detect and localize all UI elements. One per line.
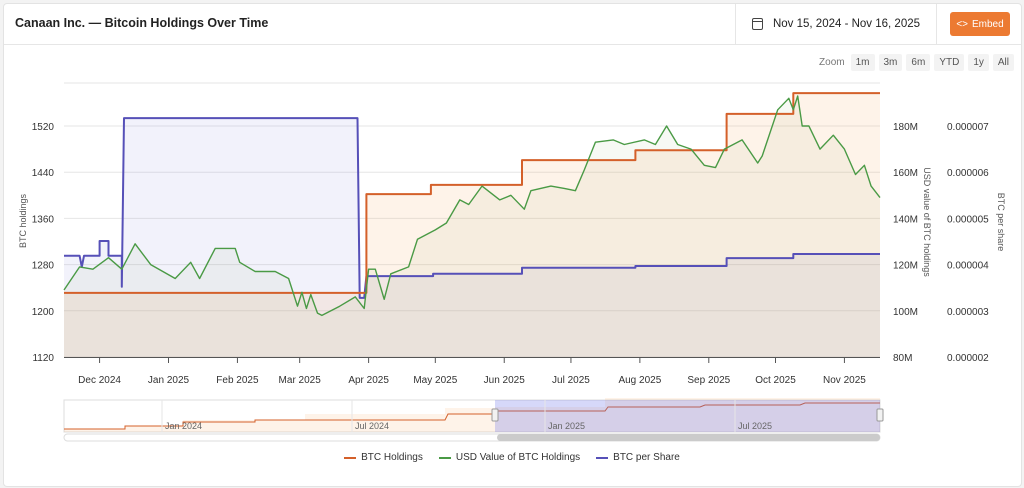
- x-tick-label: Nov 2025: [823, 375, 866, 386]
- right-tick-label: 0.000004: [947, 261, 989, 272]
- right-tick-label: 0.000005: [947, 214, 989, 225]
- series-area-0: [64, 93, 880, 357]
- x-tick-label: Apr 2025: [348, 375, 389, 386]
- date-range-picker[interactable]: Nov 15, 2024 - Nov 16, 2025: [735, 4, 937, 44]
- x-tick-label: May 2025: [413, 375, 457, 386]
- legend-item-btc-per-share[interactable]: BTC per Share: [596, 452, 680, 463]
- navigator-tick-label: Jan 2024: [165, 421, 202, 431]
- embed-label: Embed: [972, 18, 1004, 30]
- legend: BTC Holdings USD Value of BTC Holdings B…: [0, 452, 1024, 463]
- left-axis-title: BTC holdings: [18, 193, 28, 248]
- middle-tick-label: 140M: [893, 214, 918, 225]
- right-tick-label: 0.000007: [947, 122, 989, 133]
- scrollbar-thumb[interactable]: [497, 434, 880, 441]
- x-tick-label: Jul 2025: [552, 375, 590, 386]
- zoom-all-button[interactable]: All: [992, 54, 1014, 71]
- middle-tick-label: 180M: [893, 122, 918, 133]
- left-tick-label: 1280: [32, 261, 55, 272]
- series-line-usd-value-of-btc-holdings: [63, 95, 881, 317]
- code-icon: <>: [956, 18, 968, 30]
- left-tick-label: 1440: [32, 168, 55, 179]
- navigator-selection: [495, 400, 880, 432]
- legend-label: BTC per Share: [613, 452, 680, 463]
- x-tick-label: Aug 2025: [618, 375, 661, 386]
- zoom-3m-button[interactable]: 3m: [878, 54, 903, 71]
- embed-button[interactable]: <> Embed: [950, 12, 1010, 36]
- legend-label: BTC Holdings: [361, 452, 423, 463]
- right-tick-label: 0.000003: [947, 307, 989, 318]
- legend-item-btc-holdings[interactable]: BTC Holdings: [344, 452, 423, 463]
- left-tick-label: 1200: [32, 307, 55, 318]
- zoom-ytd-button[interactable]: YTD: [934, 54, 965, 71]
- x-tick-label: Jan 2025: [148, 375, 190, 386]
- series-area-1: [64, 96, 880, 357]
- right-tick-label: 0.000006: [947, 168, 989, 179]
- right-tick-label: 0.000002: [947, 353, 989, 364]
- date-range-label: Nov 15, 2024 - Nov 16, 2025: [772, 18, 921, 30]
- chart-header: Canaan Inc. — Bitcoin Holdings Over Time…: [4, 4, 1021, 45]
- navigator-line: [64, 402, 880, 430]
- navigator-tick-label: Jul 2024: [355, 421, 389, 431]
- navigator-tick-label: Jan 2025: [548, 421, 585, 431]
- zoom-1m-button[interactable]: 1m: [850, 54, 875, 71]
- x-tick-label: Jun 2025: [484, 375, 526, 386]
- right-axis-title: BTC per share: [996, 193, 1006, 252]
- calendar-icon: [751, 18, 763, 30]
- middle-axis-title: USD value of BTC holdings: [922, 167, 932, 277]
- left-tick-label: 1360: [32, 214, 55, 225]
- x-tick-label: Sep 2025: [687, 375, 730, 386]
- x-tick-label: Mar 2025: [279, 375, 322, 386]
- middle-tick-label: 120M: [893, 261, 918, 272]
- zoom-1y-button[interactable]: 1y: [968, 54, 989, 71]
- zoom-label: Zoom: [819, 57, 845, 68]
- x-tick-label: Feb 2025: [216, 375, 259, 386]
- zoom-6m-button[interactable]: 6m: [906, 54, 931, 71]
- chart-title: Canaan Inc. — Bitcoin Holdings Over Time: [15, 16, 269, 30]
- left-tick-label: 1520: [32, 122, 55, 133]
- series-line-btc-per-share: [64, 117, 880, 299]
- x-tick-label: Dec 2024: [78, 375, 121, 386]
- navigator-handle[interactable]: [876, 408, 884, 422]
- middle-tick-label: 160M: [893, 168, 918, 179]
- left-tick-label: 1120: [32, 353, 54, 364]
- x-tick-label: Oct 2025: [755, 375, 796, 386]
- middle-tick-label: 80M: [893, 353, 912, 364]
- zoom-controls: Zoom 1m 3m 6m YTD 1y All: [819, 54, 1014, 71]
- navigator-handle[interactable]: [491, 408, 499, 422]
- navigator-tick-label: Jul 2025: [738, 421, 772, 431]
- legend-item-usd-value[interactable]: USD Value of BTC Holdings: [438, 452, 581, 463]
- series-line-btc-holdings: [64, 92, 880, 294]
- series-area-2: [64, 118, 880, 357]
- legend-label: USD Value of BTC Holdings: [455, 452, 581, 463]
- middle-tick-label: 100M: [893, 307, 918, 318]
